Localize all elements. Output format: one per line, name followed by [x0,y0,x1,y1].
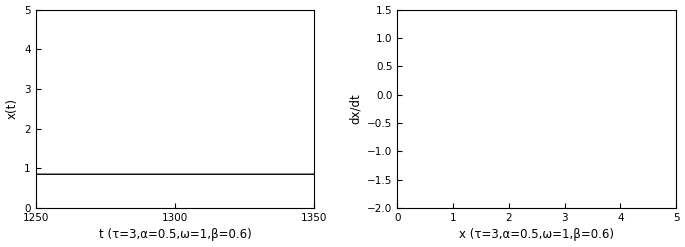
Y-axis label: x(t): x(t) [5,98,18,119]
X-axis label: x (τ=3,α=0.5,ω=1,β=0.6): x (τ=3,α=0.5,ω=1,β=0.6) [459,228,614,242]
Y-axis label: dx/dt: dx/dt [349,93,362,124]
X-axis label: t (τ=3,α=0.5,ω=1,β=0.6): t (τ=3,α=0.5,ω=1,β=0.6) [99,228,251,242]
